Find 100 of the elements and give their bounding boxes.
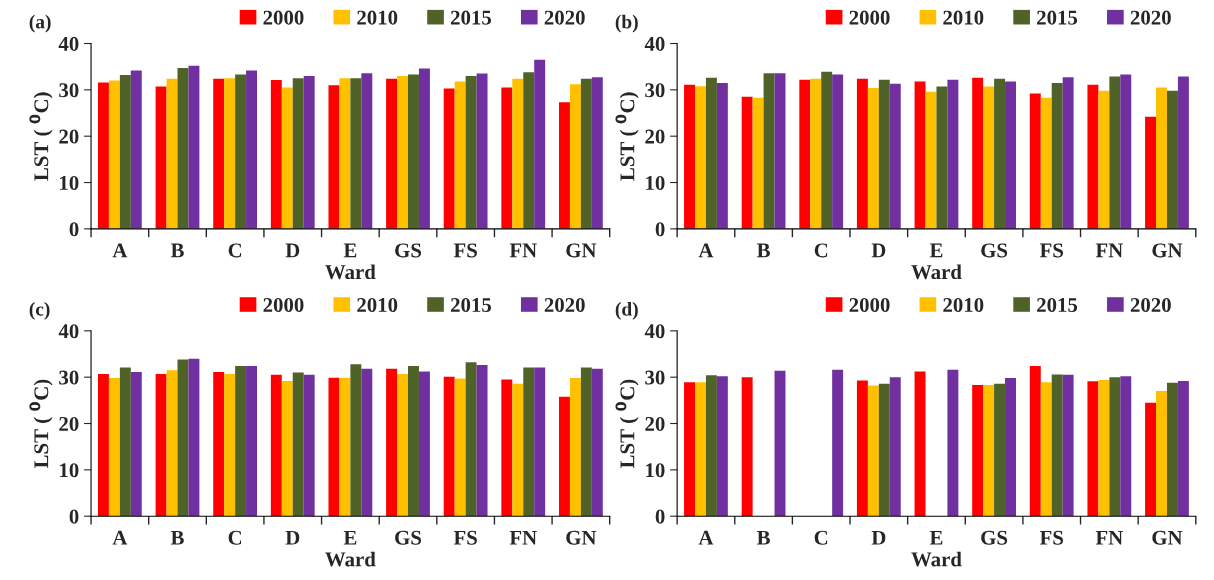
bar	[741, 96, 753, 229]
bar	[303, 75, 315, 229]
bar	[1040, 97, 1052, 229]
legend-label: 2000	[849, 10, 890, 25]
bar	[350, 364, 362, 517]
bar	[281, 87, 293, 229]
bar	[591, 368, 603, 517]
x-tick-label: A	[112, 530, 128, 545]
x-tick-label: GS	[395, 243, 422, 258]
bar	[512, 78, 524, 229]
bar	[177, 359, 189, 517]
bar	[1166, 90, 1178, 229]
y-tick-label: 10	[60, 463, 79, 478]
bar	[246, 366, 258, 517]
bar	[397, 373, 409, 517]
bar	[350, 78, 362, 229]
bar	[947, 79, 959, 229]
bar	[695, 86, 706, 229]
bar	[856, 78, 868, 229]
bar	[97, 373, 109, 517]
x-axis-title: Ward	[911, 551, 962, 567]
bar	[386, 78, 398, 229]
bar	[454, 378, 466, 517]
bar	[501, 379, 513, 517]
bar	[684, 84, 695, 229]
legend-label: 2015	[1037, 10, 1078, 25]
y-tick-label: 40	[644, 324, 665, 339]
x-tick-label: FN	[1095, 243, 1123, 258]
bar	[108, 378, 120, 517]
bar	[936, 86, 948, 229]
bar	[1040, 382, 1052, 517]
bar	[97, 82, 109, 229]
x-tick-label: D	[285, 530, 300, 545]
bar	[569, 84, 581, 229]
bar	[972, 77, 984, 229]
bar	[1029, 93, 1041, 229]
bar	[1145, 402, 1157, 517]
bar	[130, 372, 142, 517]
bar	[832, 369, 844, 517]
x-tick-label: C	[228, 530, 242, 545]
bar	[418, 68, 430, 229]
bar	[1005, 81, 1016, 229]
y-tick-label: 40	[58, 324, 79, 339]
legend-label: 2010	[943, 297, 984, 313]
bar	[1062, 77, 1074, 229]
bar	[361, 73, 373, 229]
y-tick-label: 0	[69, 509, 79, 524]
x-tick-label: GN	[1152, 530, 1183, 545]
legend-label: 2010	[357, 297, 398, 313]
legend-label: 2000	[849, 297, 890, 313]
bar	[716, 376, 728, 517]
bar	[108, 80, 120, 229]
bar	[188, 65, 200, 229]
bar	[270, 374, 282, 517]
bar	[889, 377, 901, 517]
x-tick-label: FS	[1039, 530, 1063, 545]
bar	[914, 371, 926, 517]
bar	[476, 365, 488, 517]
bar	[983, 86, 995, 229]
bar	[774, 370, 786, 517]
y-tick-label: 30	[59, 370, 79, 385]
legend-label: 2010	[357, 10, 398, 25]
bar	[339, 78, 351, 229]
legend-label: 2015	[450, 10, 492, 25]
bar	[465, 362, 477, 517]
bar	[705, 77, 717, 229]
bar	[799, 79, 811, 229]
bar	[591, 77, 603, 229]
bar	[213, 372, 225, 517]
legend-label: 2020	[1130, 297, 1171, 313]
bar	[361, 368, 373, 517]
x-tick-label: FS	[453, 243, 477, 258]
bar	[270, 80, 282, 229]
x-tick-label: E	[343, 530, 357, 545]
bar	[1156, 391, 1167, 517]
bar	[1005, 378, 1016, 517]
x-tick-label: B	[756, 243, 770, 258]
bar	[177, 68, 189, 229]
bar	[155, 373, 167, 517]
x-tick-label: D	[871, 530, 886, 545]
x-tick-label: E	[929, 530, 943, 545]
bar	[994, 383, 1006, 517]
bar	[292, 78, 304, 229]
x-axis-title: Ward	[325, 551, 376, 567]
bar	[119, 75, 131, 229]
bar	[119, 367, 131, 517]
legend-label: 2000	[263, 297, 304, 313]
y-tick-label: 20	[59, 416, 79, 431]
bar	[246, 70, 258, 229]
y-tick-label: 10	[646, 175, 665, 190]
bar	[763, 73, 775, 229]
bar	[889, 83, 901, 229]
bar	[166, 370, 178, 517]
x-tick-label: FN	[509, 243, 537, 258]
chart-title: (c)	[29, 302, 50, 320]
y-tick-label: 30	[645, 370, 665, 385]
bar	[224, 373, 236, 517]
bar	[1120, 376, 1132, 517]
x-tick-label: GN	[1152, 243, 1183, 258]
bar	[1087, 84, 1099, 229]
